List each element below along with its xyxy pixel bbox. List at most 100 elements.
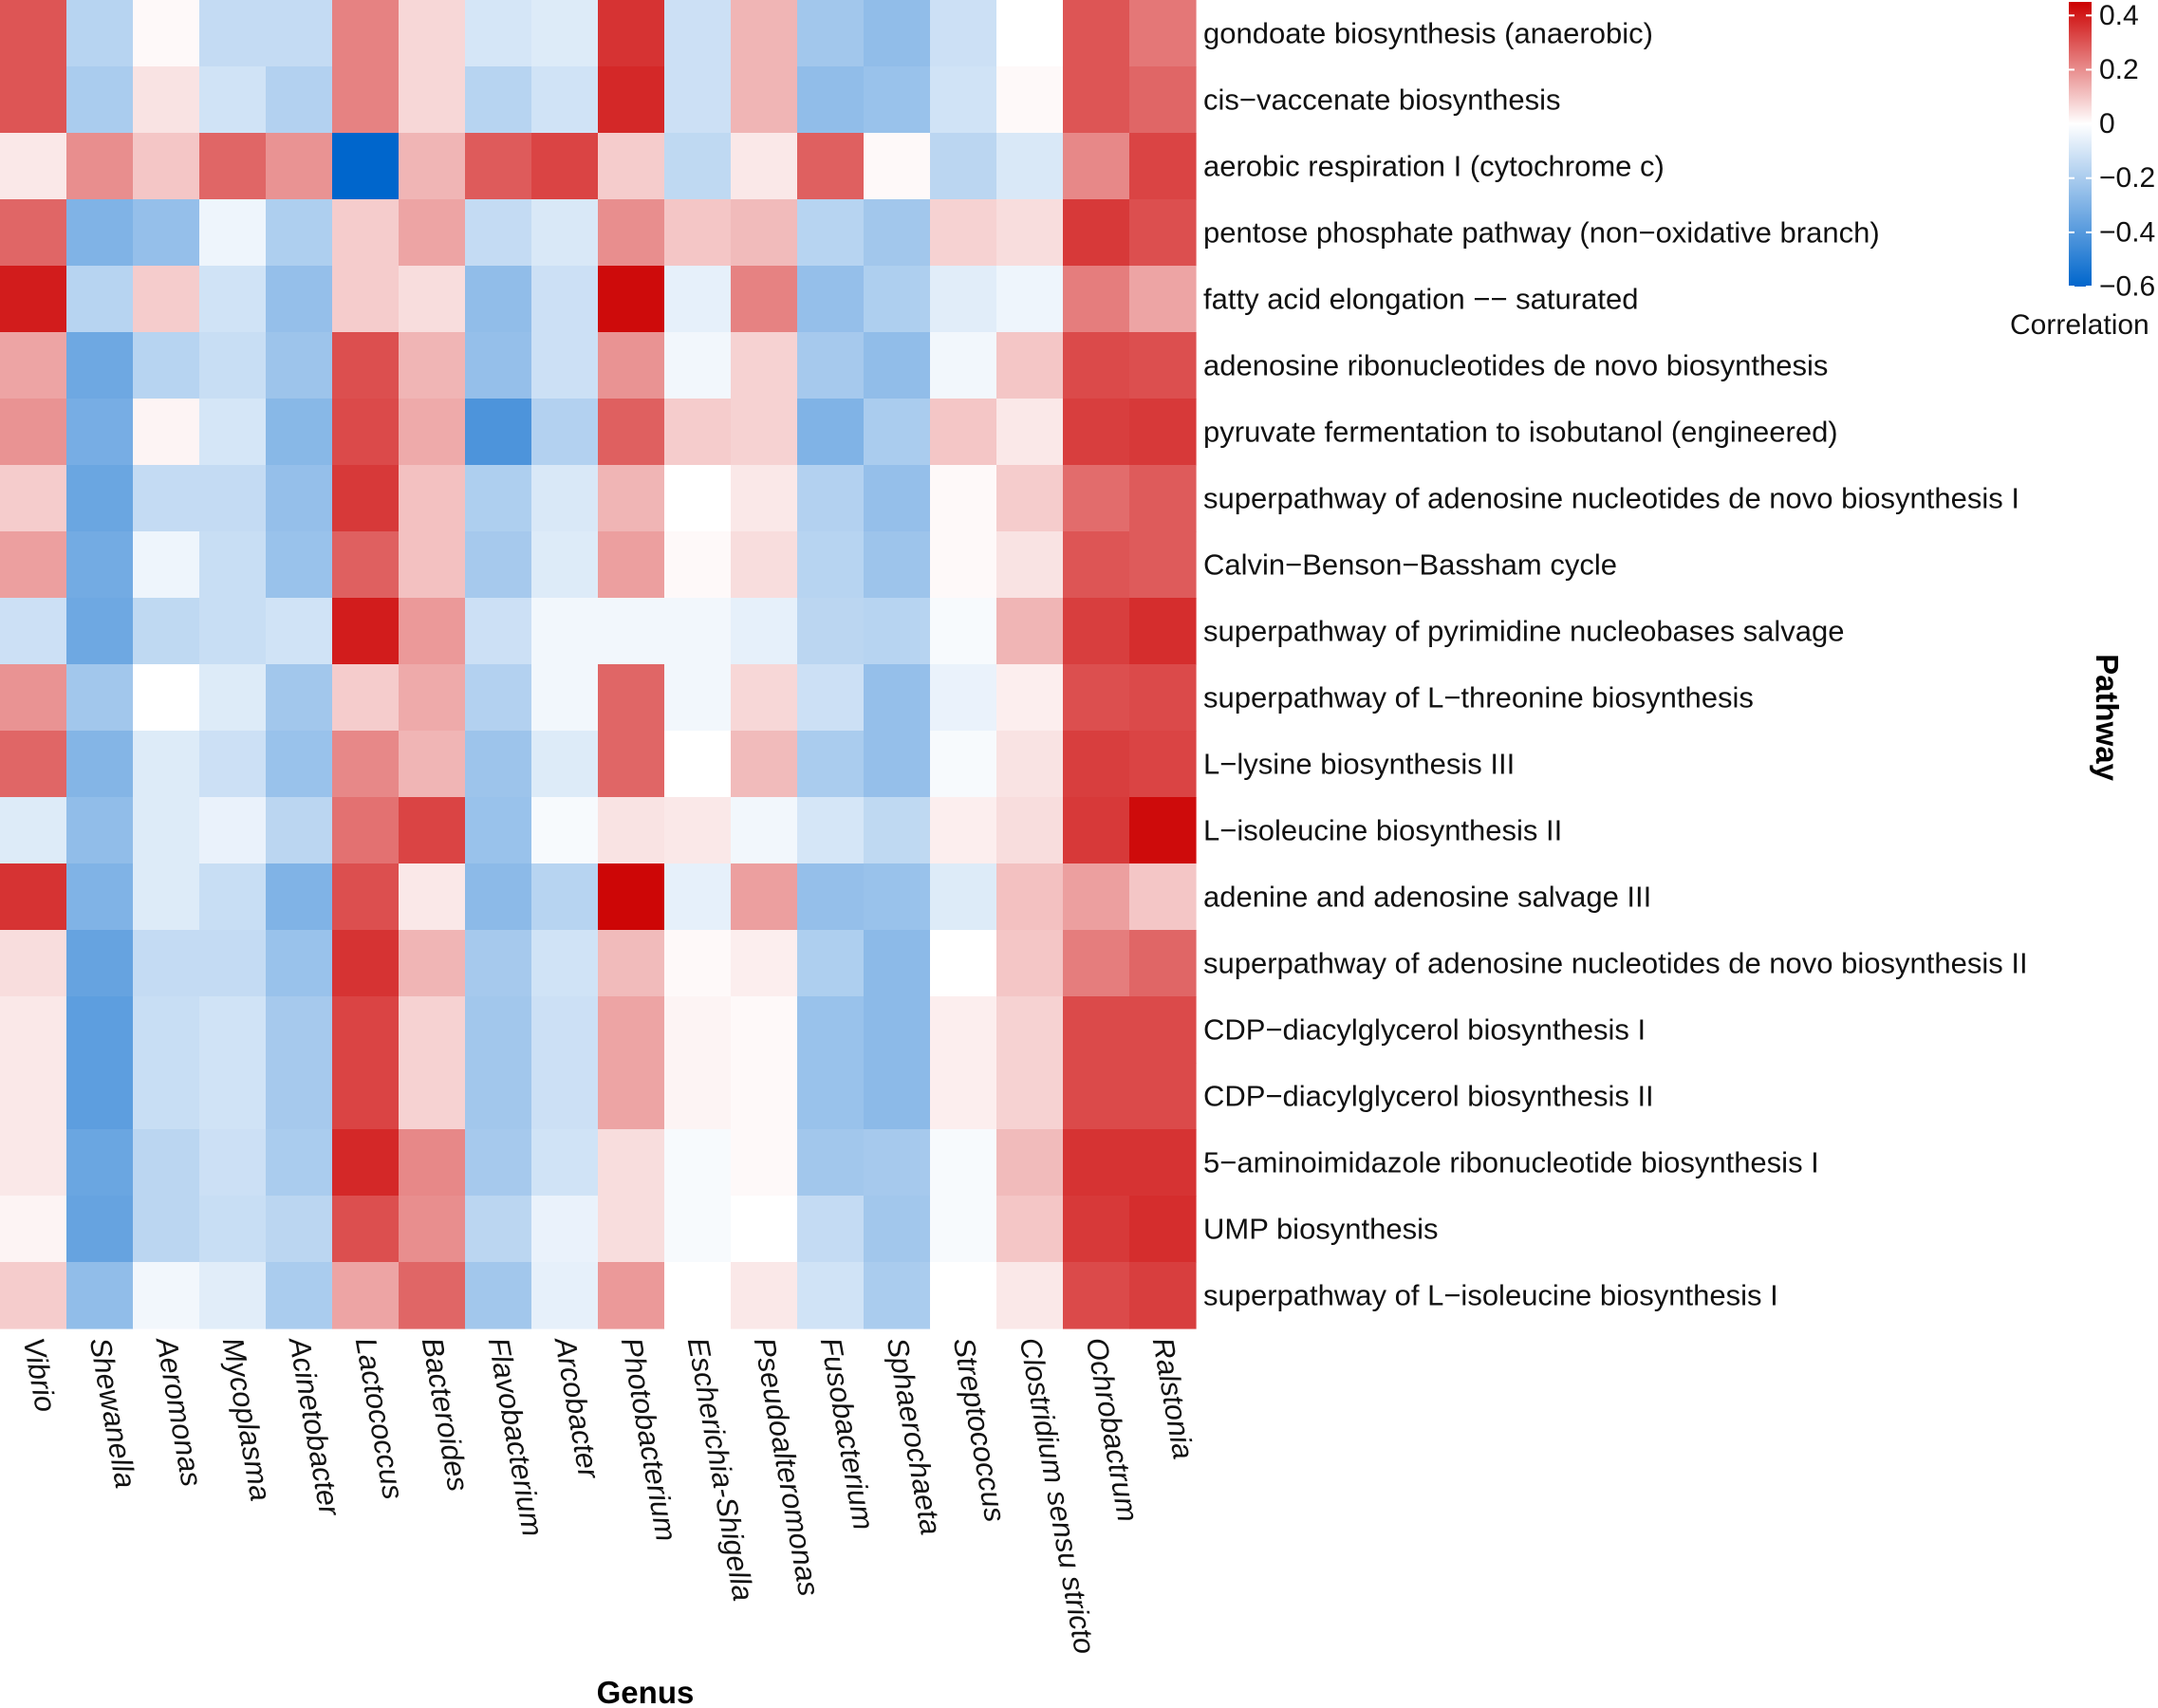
heatmap-cell bbox=[1063, 531, 1130, 599]
heatmap-cell bbox=[531, 664, 599, 732]
heatmap-cell bbox=[864, 332, 931, 399]
heatmap-cell bbox=[133, 399, 200, 466]
heatmap-cell bbox=[1129, 731, 1197, 798]
heatmap-cell bbox=[864, 66, 931, 134]
heatmap-cell bbox=[996, 930, 1064, 997]
heatmap-cell bbox=[731, 66, 798, 134]
genus-label: Shewanella bbox=[84, 1335, 142, 1491]
genus-label: Streptococcus bbox=[947, 1335, 1013, 1525]
heatmap-cell bbox=[266, 1129, 333, 1197]
pathway-label: 5−aminoimidazole ribonucleotide biosynth… bbox=[1203, 1146, 1819, 1179]
heatmap-cell bbox=[1063, 797, 1130, 864]
heatmap-cell bbox=[531, 1129, 599, 1197]
heatmap-cell bbox=[332, 133, 400, 200]
heatmap-cell bbox=[0, 399, 67, 466]
pathway-label: fatty acid elongation −− saturated bbox=[1203, 283, 1638, 316]
heatmap-cell bbox=[797, 930, 865, 997]
heatmap-cell bbox=[731, 1196, 798, 1263]
pathway-label: pentose phosphate pathway (non−oxidative… bbox=[1203, 216, 1880, 250]
heatmap-cell bbox=[133, 930, 200, 997]
heatmap-cell bbox=[930, 664, 997, 732]
heatmap-cell bbox=[531, 399, 599, 466]
heatmap-cell bbox=[332, 1262, 400, 1329]
colorbar-ticks: 0.4 0.2 0 −0.2 −0.4 −0.6 bbox=[2069, 0, 2155, 303]
heatmap-cell bbox=[399, 399, 466, 466]
heatmap-cell bbox=[465, 1063, 532, 1130]
pathway-label: UMP biosynthesis bbox=[1203, 1213, 1439, 1246]
heatmap-cell bbox=[1129, 598, 1197, 665]
heatmap-cell bbox=[133, 531, 200, 599]
pathway-label: pyruvate fermentation to isobutanol (eng… bbox=[1203, 416, 1838, 449]
heatmap-cell bbox=[864, 133, 931, 200]
heatmap-cell bbox=[1129, 66, 1197, 134]
heatmap-cell bbox=[731, 199, 798, 267]
heatmap-cell bbox=[1129, 930, 1197, 997]
heatmap-cell bbox=[664, 598, 732, 665]
heatmap-cell bbox=[332, 531, 400, 599]
heatmap-cell bbox=[66, 930, 134, 997]
heatmap-cell bbox=[664, 863, 732, 931]
heatmap-cell bbox=[399, 199, 466, 267]
pathway-label: superpathway of adenosine nucleotides de… bbox=[1203, 947, 2028, 980]
heatmap-cell bbox=[465, 598, 532, 665]
heatmap-cell bbox=[930, 332, 997, 399]
heatmap-cell bbox=[664, 797, 732, 864]
heatmap-cell bbox=[531, 797, 599, 864]
heatmap-cell bbox=[731, 1262, 798, 1329]
heatmap-cell bbox=[66, 399, 134, 466]
heatmap-cell bbox=[996, 465, 1064, 532]
heatmap-cell bbox=[332, 664, 400, 732]
heatmap-cell bbox=[199, 930, 267, 997]
heatmap-cell bbox=[598, 266, 665, 333]
heatmap-cell bbox=[199, 1063, 267, 1130]
heatmap-cell bbox=[598, 1063, 665, 1130]
heatmap-cell bbox=[465, 66, 532, 134]
heatmap-cell bbox=[1063, 664, 1130, 732]
heatmap-cell bbox=[266, 0, 333, 67]
heatmap-cell bbox=[133, 133, 200, 200]
heatmap-cell bbox=[531, 66, 599, 134]
heatmap-cell bbox=[133, 863, 200, 931]
heatmap-cell bbox=[1063, 133, 1130, 200]
heatmap-cell bbox=[930, 863, 997, 931]
heatmap-cell bbox=[930, 266, 997, 333]
heatmap-cell bbox=[731, 399, 798, 466]
heatmap-cell bbox=[930, 0, 997, 67]
heatmap-cell bbox=[465, 266, 532, 333]
heatmap-cell bbox=[996, 0, 1064, 67]
heatmap-cell bbox=[598, 1196, 665, 1263]
genus-label: Escherichia-Shigella bbox=[681, 1335, 760, 1604]
heatmap-cell bbox=[531, 996, 599, 1064]
heatmap-cells bbox=[0, 0, 1197, 1329]
heatmap-cell bbox=[664, 399, 732, 466]
heatmap-cell bbox=[1063, 598, 1130, 665]
heatmap-cell bbox=[266, 996, 333, 1064]
heatmap-cell bbox=[930, 1196, 997, 1263]
heatmap-cell bbox=[399, 133, 466, 200]
heatmap-cell bbox=[199, 1262, 267, 1329]
heatmap-cell bbox=[996, 863, 1064, 931]
heatmap-cell bbox=[266, 199, 333, 267]
heatmap-cell bbox=[664, 1196, 732, 1263]
heatmap-cell bbox=[930, 996, 997, 1064]
heatmap-cell bbox=[996, 1196, 1064, 1263]
heatmap-cell bbox=[66, 266, 134, 333]
heatmap-cell bbox=[133, 731, 200, 798]
heatmap-cell bbox=[797, 1129, 865, 1197]
heatmap-cell bbox=[199, 133, 267, 200]
heatmap-cell bbox=[0, 0, 67, 67]
heatmap-cell bbox=[133, 797, 200, 864]
heatmap-cell bbox=[1063, 1262, 1130, 1329]
heatmap-cell bbox=[465, 1262, 532, 1329]
heatmap-cell bbox=[0, 930, 67, 997]
genus-label: Bacteroides bbox=[416, 1335, 475, 1494]
heatmap-cell bbox=[465, 731, 532, 798]
heatmap-cell bbox=[399, 531, 466, 599]
heatmap-cell bbox=[1063, 731, 1130, 798]
colorbar-tick-label: −0.4 bbox=[2099, 216, 2155, 248]
heatmap-cell bbox=[797, 133, 865, 200]
heatmap-cell bbox=[399, 1196, 466, 1263]
heatmap-cell bbox=[664, 1262, 732, 1329]
heatmap-cell bbox=[199, 465, 267, 532]
